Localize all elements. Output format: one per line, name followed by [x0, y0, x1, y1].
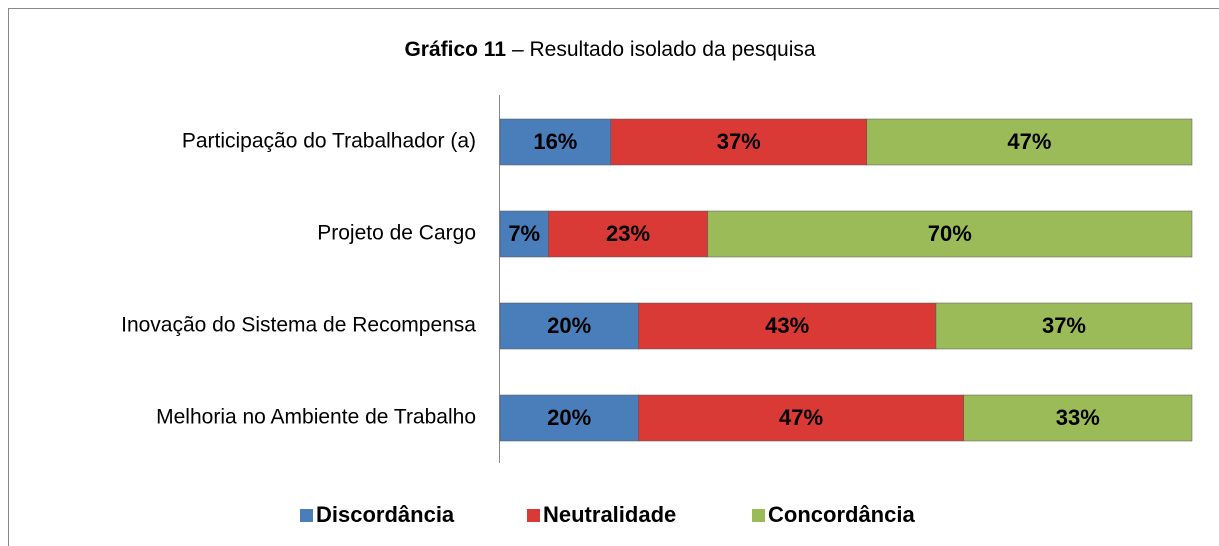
- data-label: 20%: [547, 405, 591, 430]
- bar-segment: [935, 302, 1193, 350]
- data-label: 37%: [717, 129, 761, 154]
- data-label: 37%: [1042, 313, 1086, 338]
- bar-segment: [963, 394, 1193, 442]
- title-bold: Gráfico 11: [404, 38, 506, 61]
- chart-title: Gráfico 11 – Resultado isolado da pesquis…: [404, 38, 815, 61]
- bar-segment: [707, 210, 1193, 258]
- data-label: 47%: [1007, 129, 1051, 154]
- legend-label: Concordância: [768, 502, 915, 527]
- legend-label: Discordância: [316, 502, 455, 527]
- bar-segment: [499, 118, 611, 166]
- y-tick-label: Inovação do Sistema de Recompensa: [121, 314, 476, 337]
- bar-segment: [499, 394, 639, 442]
- legend-swatch: [752, 509, 765, 522]
- legend-label: Neutralidade: [543, 502, 676, 527]
- chart-frame: [8, 8, 1219, 546]
- data-label: 70%: [928, 221, 972, 246]
- y-tick-label: Melhoria no Ambiente de Trabalho: [156, 406, 476, 429]
- y-tick-label: Projeto de Cargo: [317, 222, 476, 245]
- bar-segment: [610, 118, 868, 166]
- data-label: 7%: [508, 221, 540, 246]
- data-label: 23%: [606, 221, 650, 246]
- legend-swatch: [527, 509, 540, 522]
- data-label: 43%: [765, 313, 809, 338]
- y-tick-label: Participação do Trabalhador (a): [182, 130, 476, 153]
- bar-segment: [866, 118, 1193, 166]
- legend-swatch: [300, 509, 313, 522]
- title-rest: – Resultado isolado da pesquisa: [512, 38, 816, 61]
- data-label: 33%: [1056, 405, 1100, 430]
- data-label: 20%: [547, 313, 591, 338]
- data-label: 16%: [533, 129, 577, 154]
- data-label: 47%: [779, 405, 823, 430]
- bar-segment: [638, 394, 964, 442]
- bar-segment: [638, 302, 937, 350]
